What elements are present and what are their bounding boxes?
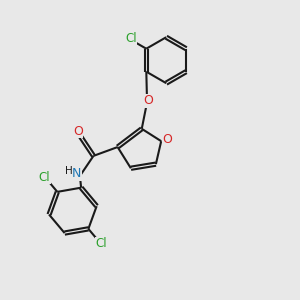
Text: H: H xyxy=(65,166,73,176)
Text: Cl: Cl xyxy=(95,237,107,250)
Text: Cl: Cl xyxy=(125,32,136,45)
Text: Cl: Cl xyxy=(39,171,50,184)
Text: O: O xyxy=(73,125,83,138)
Text: O: O xyxy=(163,133,172,146)
Text: O: O xyxy=(144,94,154,107)
Text: N: N xyxy=(72,167,81,180)
